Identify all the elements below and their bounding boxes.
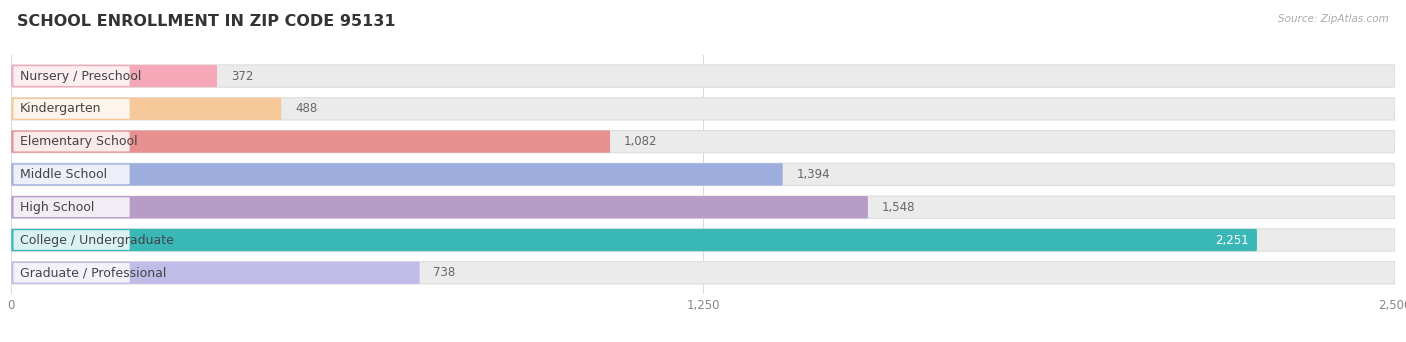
FancyBboxPatch shape — [14, 132, 129, 152]
FancyBboxPatch shape — [14, 99, 129, 119]
FancyBboxPatch shape — [11, 131, 1395, 153]
Text: SCHOOL ENROLLMENT IN ZIP CODE 95131: SCHOOL ENROLLMENT IN ZIP CODE 95131 — [17, 14, 395, 29]
FancyBboxPatch shape — [14, 165, 129, 184]
FancyBboxPatch shape — [14, 66, 129, 86]
FancyBboxPatch shape — [14, 263, 129, 282]
FancyBboxPatch shape — [11, 65, 217, 87]
FancyBboxPatch shape — [11, 65, 1395, 87]
FancyBboxPatch shape — [11, 262, 419, 284]
Text: 1,082: 1,082 — [624, 135, 658, 148]
FancyBboxPatch shape — [11, 229, 1395, 251]
Text: College / Undergraduate: College / Undergraduate — [20, 234, 174, 247]
Text: Elementary School: Elementary School — [20, 135, 138, 148]
Text: High School: High School — [20, 201, 94, 214]
FancyBboxPatch shape — [11, 98, 1395, 120]
FancyBboxPatch shape — [14, 197, 129, 217]
Text: 738: 738 — [433, 266, 456, 279]
Text: Nursery / Preschool: Nursery / Preschool — [20, 69, 142, 82]
FancyBboxPatch shape — [11, 163, 1395, 186]
Text: Source: ZipAtlas.com: Source: ZipAtlas.com — [1278, 14, 1389, 24]
Text: 1,394: 1,394 — [797, 168, 830, 181]
FancyBboxPatch shape — [11, 229, 1257, 251]
Text: 2,251: 2,251 — [1215, 234, 1249, 247]
Text: 372: 372 — [231, 69, 253, 82]
FancyBboxPatch shape — [11, 163, 783, 186]
Text: Graduate / Professional: Graduate / Professional — [20, 266, 166, 279]
FancyBboxPatch shape — [11, 262, 1395, 284]
FancyBboxPatch shape — [11, 196, 868, 218]
FancyBboxPatch shape — [11, 131, 610, 153]
Text: Kindergarten: Kindergarten — [20, 102, 101, 115]
FancyBboxPatch shape — [14, 230, 129, 250]
Text: Middle School: Middle School — [20, 168, 107, 181]
FancyBboxPatch shape — [11, 196, 1395, 218]
Text: 488: 488 — [295, 102, 318, 115]
FancyBboxPatch shape — [11, 98, 281, 120]
Text: 1,548: 1,548 — [882, 201, 915, 214]
